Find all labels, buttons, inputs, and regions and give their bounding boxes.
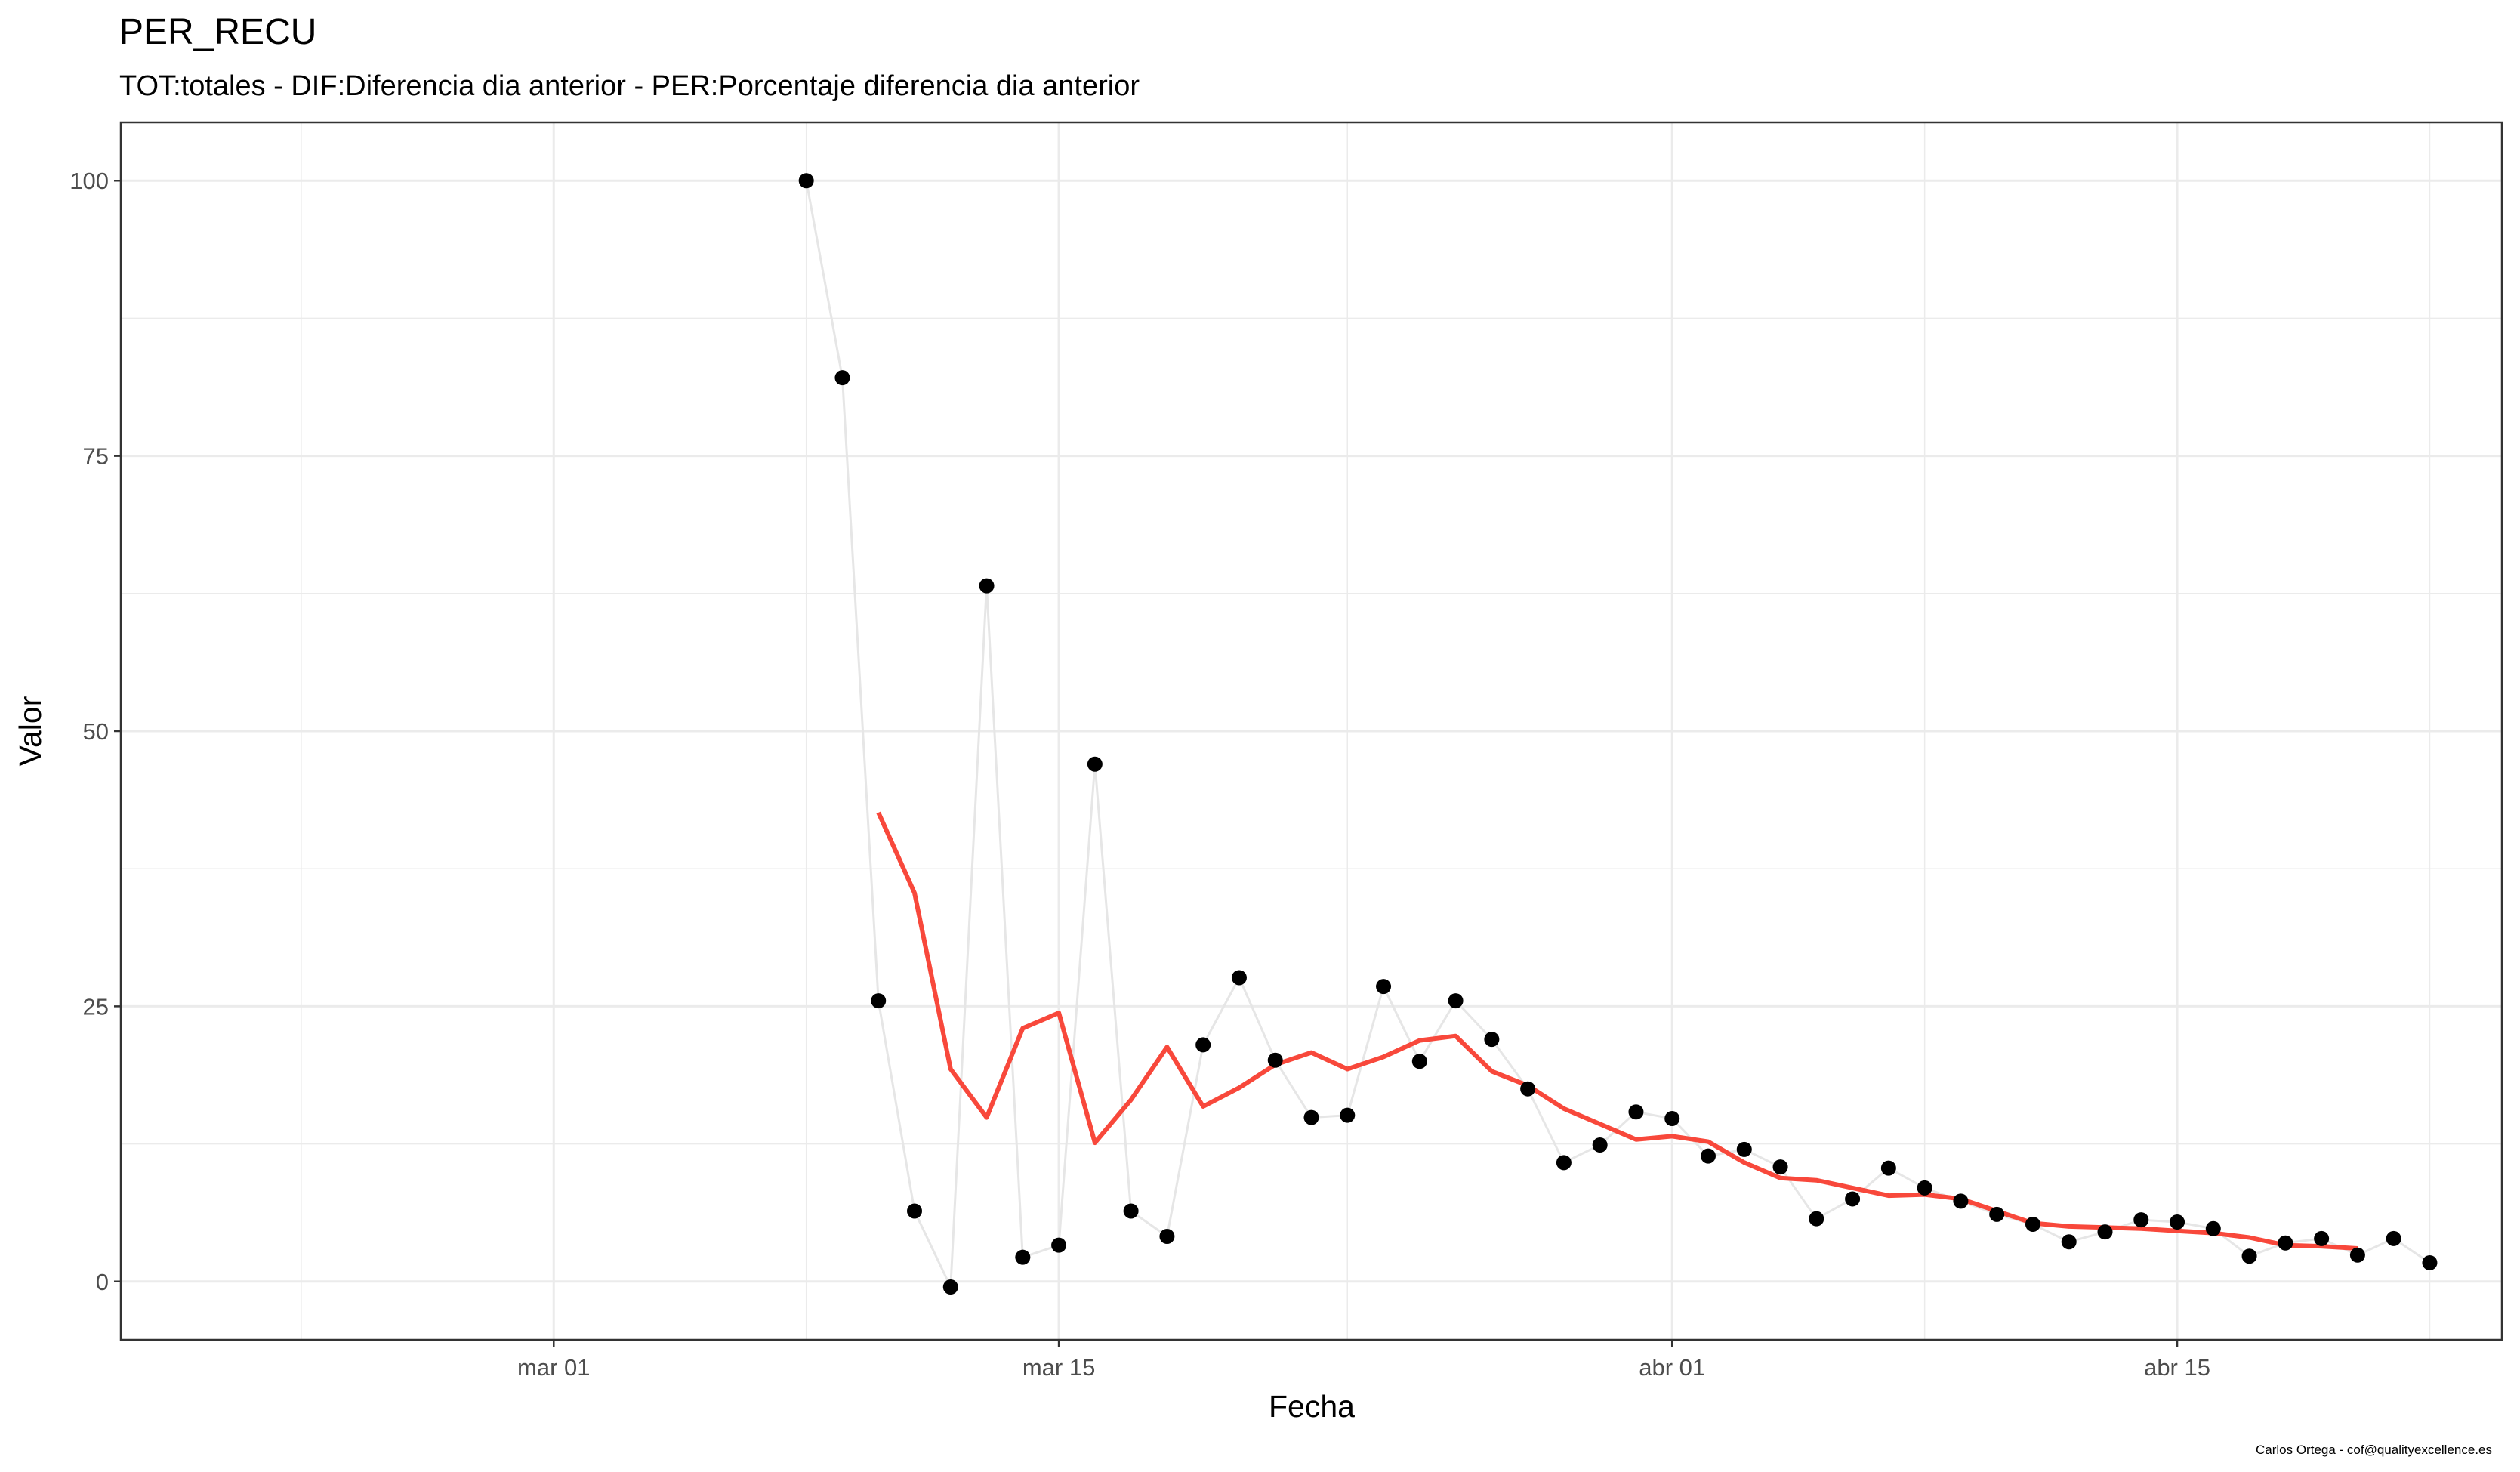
data-points <box>798 173 2438 1295</box>
data-point <box>1880 1160 1896 1176</box>
data-point <box>2278 1235 2293 1251</box>
data-point <box>1809 1211 1824 1227</box>
data-point <box>798 173 814 189</box>
data-point <box>907 1203 922 1219</box>
data-point <box>942 1279 958 1295</box>
data-point <box>1556 1155 1572 1171</box>
data-point <box>1989 1206 2005 1222</box>
data-point <box>1917 1180 1932 1196</box>
data-point <box>1953 1193 1969 1209</box>
y-tick-label: 25 <box>83 993 109 1020</box>
x-axis-title: Fecha <box>1269 1389 1355 1424</box>
data-point <box>2349 1247 2365 1263</box>
data-point <box>2061 1234 2077 1250</box>
data-point <box>871 993 887 1009</box>
y-axis-title: Valor <box>13 696 48 767</box>
data-point <box>1087 756 1103 772</box>
data-point <box>1448 993 1464 1009</box>
data-point <box>2097 1224 2113 1240</box>
data-point <box>1231 970 1247 986</box>
data-point <box>2133 1212 2149 1228</box>
y-axis: 0 25 50 75 100 <box>69 168 121 1295</box>
x-axis: mar 01 mar 15 abr 01 abr 15 <box>517 1340 2210 1381</box>
data-point <box>1772 1159 1788 1175</box>
series-connector-line <box>805 180 2431 1288</box>
data-point <box>1015 1249 1031 1265</box>
chart-caption: Carlos Ortega - cof@qualityexcellence.es <box>2256 1443 2492 1457</box>
data-point <box>1736 1141 1752 1157</box>
y-tick-label: 50 <box>83 718 109 745</box>
x-tick-label: abr 01 <box>1639 1354 1705 1381</box>
data-point <box>1845 1191 1861 1207</box>
data-point <box>1701 1148 1716 1164</box>
data-point <box>834 370 850 386</box>
data-point <box>1195 1037 1211 1053</box>
chart-subtitle: TOT:totales - DIF:Diferencia dia anterio… <box>119 70 1140 102</box>
data-point <box>2314 1230 2330 1246</box>
data-point <box>1411 1054 1427 1069</box>
data-point <box>1051 1237 1067 1253</box>
grid <box>121 122 2502 1340</box>
x-tick-label: mar 15 <box>1022 1354 1095 1381</box>
y-tick-label: 75 <box>83 443 109 470</box>
data-point <box>1303 1109 1319 1125</box>
data-point <box>1267 1052 1283 1068</box>
data-point <box>1376 979 1392 995</box>
data-point <box>2205 1220 2221 1236</box>
data-point <box>1159 1228 1175 1244</box>
data-point <box>1340 1107 1356 1123</box>
data-point <box>2386 1230 2401 1246</box>
data-point <box>2241 1248 2257 1264</box>
data-point <box>2170 1214 2185 1230</box>
data-point <box>979 578 995 594</box>
data-point <box>1592 1137 1608 1153</box>
data-point <box>1484 1032 1500 1048</box>
data-point <box>1628 1104 1644 1120</box>
chart-title: PER_RECU <box>119 12 316 52</box>
x-tick-label: mar 01 <box>517 1354 590 1381</box>
data-point <box>1664 1111 1680 1127</box>
x-tick-label: abr 15 <box>2144 1354 2210 1381</box>
data-point <box>2422 1254 2438 1270</box>
y-tick-label: 100 <box>69 168 109 194</box>
data-point <box>1123 1203 1139 1219</box>
data-point <box>2025 1216 2040 1232</box>
y-tick-label: 0 <box>96 1269 109 1295</box>
data-point <box>1520 1081 1536 1097</box>
connector-line <box>805 180 2431 1288</box>
